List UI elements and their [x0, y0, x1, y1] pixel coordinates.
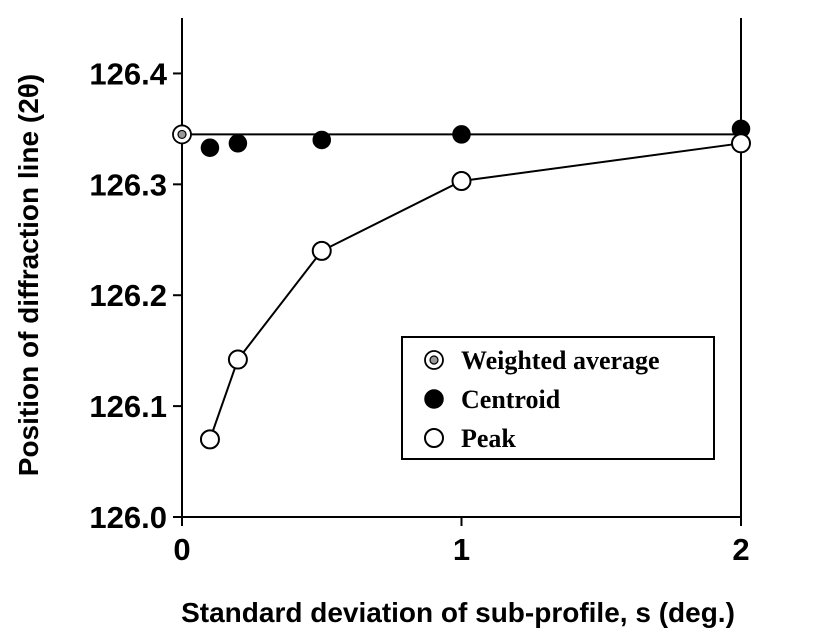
centroid-point — [200, 138, 220, 157]
legend-item-peak: Peak — [424, 424, 516, 453]
x-axis-label: Standard deviation of sub-profile, s (de… — [181, 597, 735, 628]
series-points — [172, 119, 751, 450]
legend-marker-weighted-average-inner — [429, 355, 439, 365]
legend-label-peak: Peak — [461, 424, 516, 453]
legend-marker-peak — [424, 428, 444, 448]
y-tick-label: 126.2 — [89, 278, 167, 313]
legend-item-centroid: Centroid — [424, 385, 561, 414]
y-axis-ticks: 126.0 126.1 126.2 126.3 126.4 — [89, 56, 182, 535]
peak-point — [199, 429, 220, 450]
legend-item-weighted-average: Weighted average — [424, 346, 660, 375]
centroid-point — [452, 125, 471, 144]
legend: Weighted average Centroid Peak — [401, 336, 715, 460]
peak-point — [311, 240, 332, 261]
peak-point — [227, 349, 248, 370]
peak-point — [731, 133, 751, 154]
centroid-point — [228, 134, 248, 153]
centroid-point — [312, 130, 331, 150]
x-tick-label: 0 — [173, 532, 190, 567]
peak-point — [451, 171, 472, 192]
legend-box — [401, 336, 715, 460]
y-axis-label: Position of diffraction line (2θ) — [13, 74, 44, 476]
y-tick-label: 126.3 — [89, 167, 167, 202]
legend-label-centroid: Centroid — [461, 385, 561, 414]
y-tick-label: 126.0 — [89, 500, 167, 535]
y-tick-label: 126.1 — [89, 389, 167, 424]
legend-marker-centroid — [424, 389, 444, 409]
legend-label-weighted-average: Weighted average — [461, 346, 660, 375]
weighted-average-point-inner — [177, 129, 187, 140]
x-axis-ticks: 0 1 2 — [173, 517, 750, 567]
y-tick-label: 126.4 — [89, 56, 167, 91]
x-tick-label: 2 — [732, 532, 749, 567]
x-tick-label: 1 — [453, 532, 470, 567]
